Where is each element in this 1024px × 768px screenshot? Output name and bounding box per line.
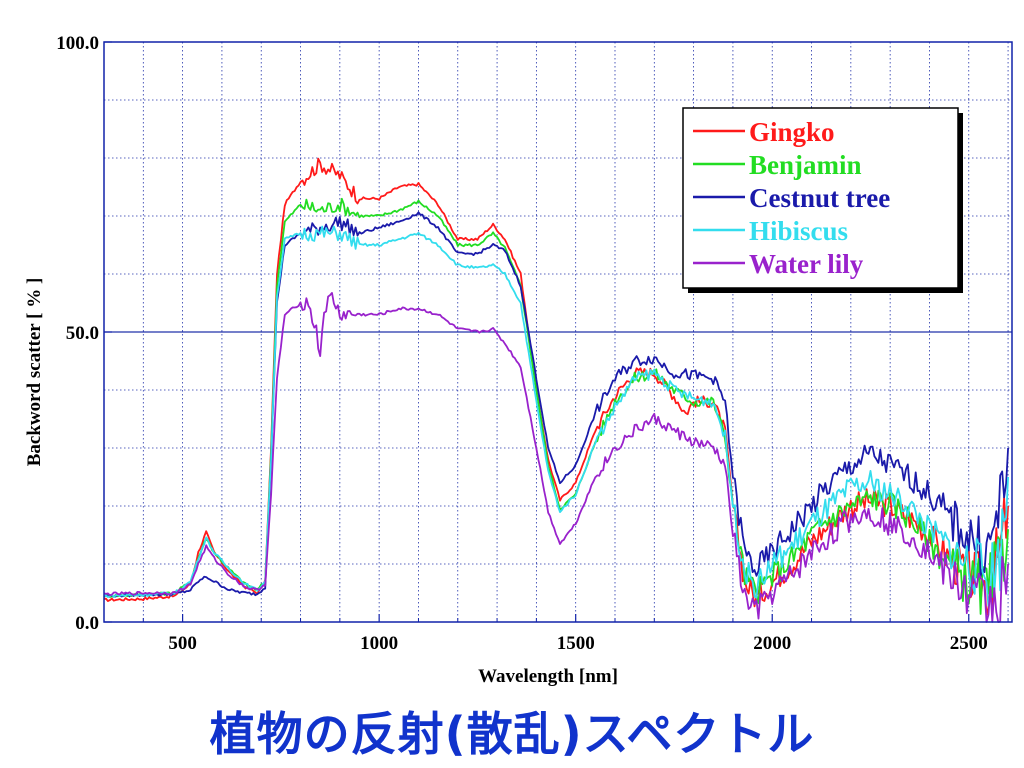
y-tick-label: 100.0 [56,33,99,54]
legend-label: Water lily [749,249,864,279]
reflectance-chart: 500 1000 1500 2000 2500 0.0 50.0 100.0 Wavelengt… [24,33,1013,687]
legend-label: Hibiscus [749,216,848,246]
slide-caption: 植物の反射(散乱)スペクトル [209,707,815,761]
x-tick-label: 2500 [950,633,988,654]
series-line-cestnut-tree [103,211,1009,598]
x-tick-label: 2000 [753,633,791,654]
axes: 500 1000 1500 2000 2500 0.0 50.0 100.0 Wavelengt… [24,33,1013,687]
legend-label: Cestnut tree [749,183,890,213]
legend-label: Gingko [749,117,835,147]
y-axis-label: Backword scatter [ % ] [24,278,45,467]
series-line-water-lily [103,291,1009,623]
series-layer [103,157,1009,623]
legend-label: Benjamin [749,150,862,180]
x-axis-label: Wavelength [nm] [478,666,618,687]
x-tick-label: 1500 [557,633,595,654]
x-tick-label: 1000 [360,633,398,654]
y-tick-label: 50.0 [66,323,99,344]
series-line-gingko [103,157,1009,617]
y-tick-label: 0.0 [75,613,99,634]
x-tick-label: 500 [168,633,197,654]
